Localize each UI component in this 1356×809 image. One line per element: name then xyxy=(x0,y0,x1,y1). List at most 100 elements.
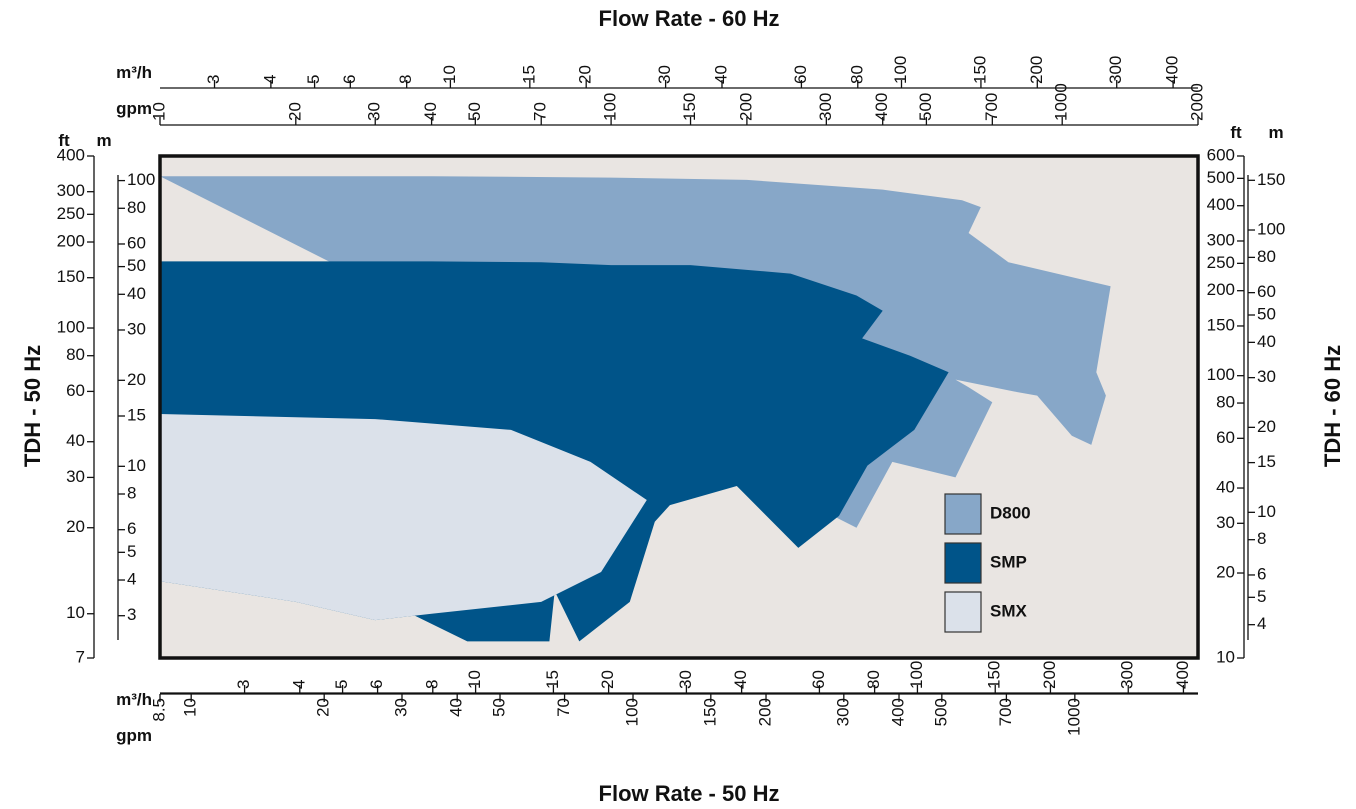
top-m3h-axis-tick-label: 8 xyxy=(396,75,415,84)
legend: D800 SMP SMX xyxy=(944,493,1031,633)
right-ft-axis-tick-label: 100 xyxy=(1207,365,1235,384)
top-gpm-axis-tick-label: 400 xyxy=(872,93,891,121)
top-m3h-axis-tick-label: 60 xyxy=(791,65,810,84)
legend-swatch-smp xyxy=(944,542,982,584)
right-ft-axis-tick-label: 200 xyxy=(1207,280,1235,299)
bottom-m3h-axis-tick-label: 20 xyxy=(598,670,617,689)
top-m3h-axis-tick-label: 150 xyxy=(970,56,989,84)
top-m3h-axis-tick-label: 100 xyxy=(891,56,910,84)
bottom-m3h-axis-tick-label: 100 xyxy=(907,661,926,689)
top-m3h-axis-tick-label: 15 xyxy=(519,65,538,84)
left-m-axis-tick-label: 8 xyxy=(127,483,136,502)
bottom-m3h-axis-tick-label: 8 xyxy=(422,680,441,689)
top-gpm-axis-tick-label: 40 xyxy=(421,102,440,121)
bottom-gpm-axis-tick-label: 40 xyxy=(447,698,466,717)
bottom-gpm-axis-tick-label: 150 xyxy=(700,698,719,726)
bottom-gpm-axis-tick-label: 200 xyxy=(755,698,774,726)
right-m-unit-label: m xyxy=(1268,123,1283,142)
left-m-axis-tick-label: 5 xyxy=(127,542,136,561)
top-gpm-axis-tick-label: 2000 xyxy=(1187,83,1206,121)
top-m3h-axis-tick-label: 20 xyxy=(576,65,595,84)
top-gpm-axis-tick-label: 30 xyxy=(365,102,384,121)
left-ft-axis-tick-label: 10 xyxy=(66,603,85,622)
bottom-gpm-axis-tick-label: 100 xyxy=(622,698,641,726)
left-m-axis-tick-label: 30 xyxy=(127,319,146,338)
bottom-gpm-axis-tick-label: 400 xyxy=(888,698,907,726)
bottom-gpm-axis-tick-label: 10 xyxy=(181,698,200,717)
top-m3h-axis-tick-label: 4 xyxy=(260,75,279,84)
legend-label-d800: D800 xyxy=(990,503,1031,522)
left-m-axis-tick-label: 10 xyxy=(127,456,146,475)
left-ft-axis-tick-label: 80 xyxy=(66,345,85,364)
bottom-m3h-axis-tick-label: 4 xyxy=(289,680,308,689)
bottom-m3h-axis-tick-label: 10 xyxy=(465,670,484,689)
left-ft-axis-tick-label: 100 xyxy=(57,318,85,337)
bottom-m3h-axis-tick-label: 30 xyxy=(676,670,695,689)
top-m3h-unit-label: m³/h xyxy=(116,63,152,82)
right-m-axis-tick-label: 20 xyxy=(1257,417,1276,436)
bottom-gpm-axis-tick-label: 1000 xyxy=(1064,698,1083,736)
left-ft-axis-tick-label: 60 xyxy=(66,381,85,400)
top-m3h-axis-tick-label: 3 xyxy=(204,75,223,84)
right-m-axis-tick-label: 6 xyxy=(1257,564,1266,583)
bottom-gpm-axis-tick-label: 70 xyxy=(554,698,573,717)
right-m-axis-tick-label: 15 xyxy=(1257,452,1276,471)
right-m-axis-tick-label: 8 xyxy=(1257,529,1266,548)
bottom-axis-title: Flow Rate - 50 Hz xyxy=(599,781,780,806)
left-ft-axis-tick-label: 30 xyxy=(66,467,85,486)
legend-swatch-d800 xyxy=(944,493,982,535)
right-m-axis-tick-label: 30 xyxy=(1257,367,1276,386)
bottom-gpm-axis-tick-label: 500 xyxy=(931,698,950,726)
left-m-axis-tick-label: 50 xyxy=(127,256,146,275)
left-ft-axis-tick-label: 40 xyxy=(66,431,85,450)
bottom-m3h-axis-tick-label: 400 xyxy=(1173,661,1192,689)
top-axis-title: Flow Rate - 60 Hz xyxy=(599,6,780,31)
bottom-m3h-unit-label: m³/h xyxy=(116,690,152,709)
bottom-m3h-axis-tick-label: 80 xyxy=(864,670,883,689)
left-m-axis-tick-label: 80 xyxy=(127,198,146,217)
bottom-m3h-axis-tick-label: 150 xyxy=(985,661,1004,689)
bottom-gpm-axis-tick-label: 50 xyxy=(489,698,508,717)
right-ft-axis-tick-label: 250 xyxy=(1207,253,1235,272)
top-gpm-unit-label: gpm xyxy=(116,99,152,118)
top-gpm-axis-tick-label: 200 xyxy=(736,93,755,121)
bottom-gpm-axis-tick-label: 300 xyxy=(833,698,852,726)
right-ft-axis-tick-label: 30 xyxy=(1216,513,1235,532)
top-gpm-axis-tick-label: 70 xyxy=(531,102,550,121)
top-gpm-axis-tick-label: 20 xyxy=(285,102,304,121)
left-ft-axis-tick-label: 20 xyxy=(66,517,85,536)
plot-area xyxy=(158,154,1200,660)
bottom-m3h-axis-tick-label: 40 xyxy=(731,670,750,689)
top-m3h-axis-tick-label: 40 xyxy=(711,65,730,84)
bottom-m3h-axis-tick-label: 6 xyxy=(367,680,386,689)
left-ft-axis-tick-label: 400 xyxy=(57,145,85,164)
bottom-m3h-axis-tick-label: 3 xyxy=(234,680,253,689)
bottom-m3h-axis-tick-label: 5 xyxy=(332,680,351,689)
right-m-axis-tick-label: 100 xyxy=(1257,219,1285,238)
right-ft-axis-tick-label: 60 xyxy=(1216,428,1235,447)
left-ft-axis-tick-label: 150 xyxy=(57,267,85,286)
bottom-gpm-axis-tick-label: 30 xyxy=(391,698,410,717)
top-gpm-axis-tick-label: 1000 xyxy=(1052,83,1071,121)
left-ft-axis-tick-label: 200 xyxy=(57,231,85,250)
top-m3h-axis-tick-label: 400 xyxy=(1163,56,1182,84)
right-ft-axis-tick-label: 500 xyxy=(1207,168,1235,187)
top-m3h-axis-tick-label: 6 xyxy=(340,75,359,84)
bottom-gpm-axis-tick-label: 700 xyxy=(996,698,1015,726)
bottom-gpm-axis-tick-label: 20 xyxy=(314,698,333,717)
legend-swatch-smx xyxy=(944,591,982,633)
right-ft-axis-tick-label: 400 xyxy=(1207,195,1235,214)
right-m-axis-tick-label: 40 xyxy=(1257,332,1276,351)
right-m-axis-tick-label: 80 xyxy=(1257,247,1276,266)
right-m-axis-tick-label: 4 xyxy=(1257,614,1266,633)
top-gpm-axis-tick-label: 50 xyxy=(465,102,484,121)
bottom-m3h-axis-tick-label: 60 xyxy=(809,670,828,689)
left-ft-axis-tick-label: 250 xyxy=(57,204,85,223)
right-ft-axis-tick-label: 600 xyxy=(1207,145,1235,164)
right-m-axis-tick-label: 60 xyxy=(1257,282,1276,301)
right-ft-axis-tick-label: 300 xyxy=(1207,230,1235,249)
right-m-axis-tick-label: 10 xyxy=(1257,502,1276,521)
right-ft-unit-label: ft xyxy=(1230,123,1242,142)
right-ft-axis-tick-label: 40 xyxy=(1216,478,1235,497)
